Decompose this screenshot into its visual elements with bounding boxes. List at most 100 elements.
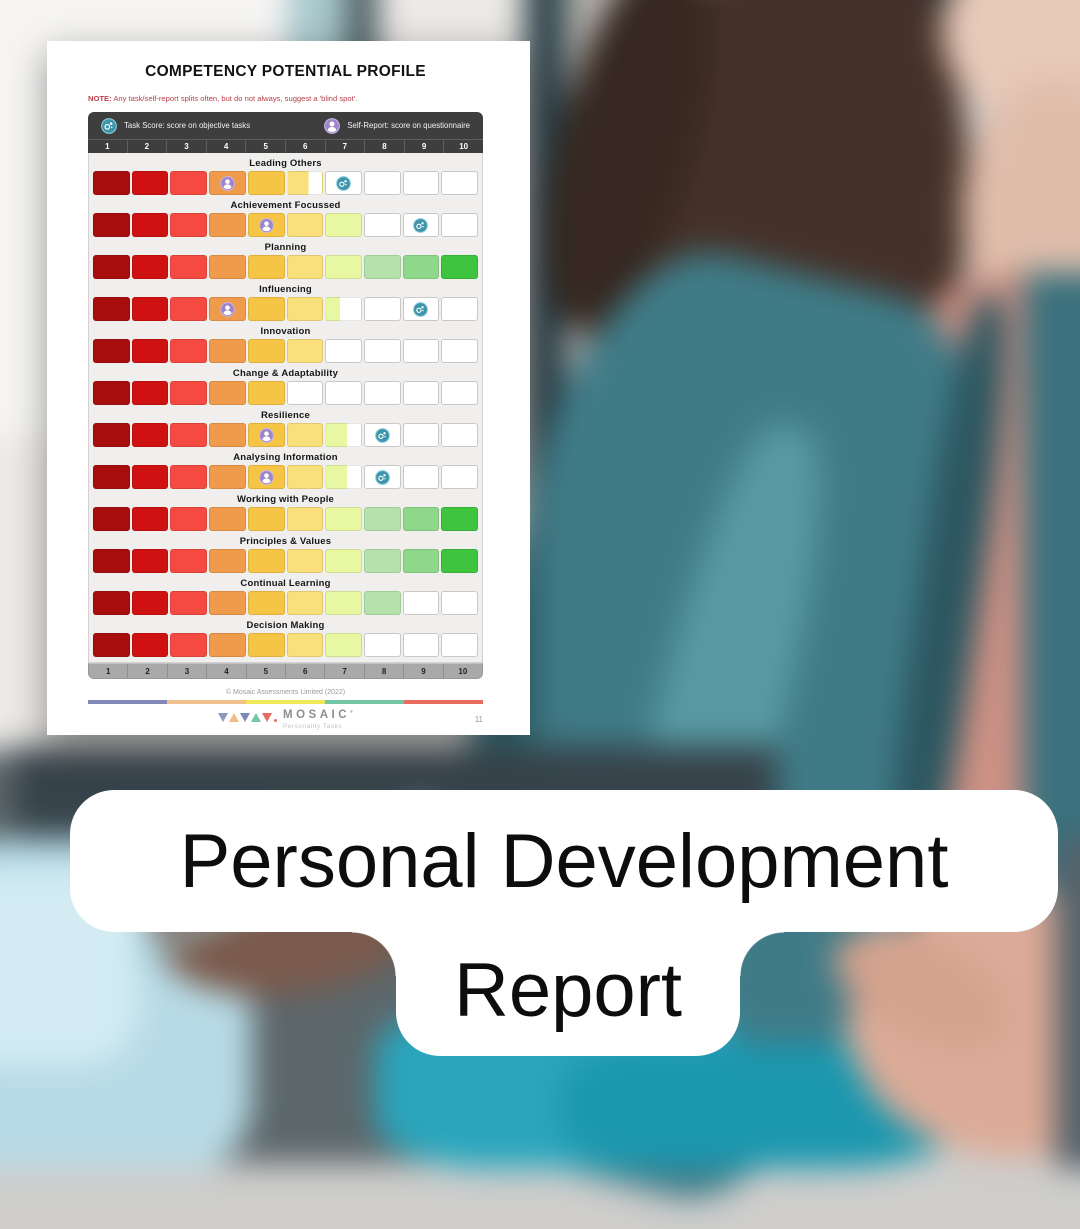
score-cell xyxy=(402,465,440,489)
scale-tick: 10 xyxy=(442,664,482,678)
banner-line1: Personal Development xyxy=(179,818,949,904)
score-cell xyxy=(247,591,285,615)
score-cell xyxy=(131,255,169,279)
score-cells xyxy=(92,338,479,365)
score-cell xyxy=(170,255,208,279)
score-cell xyxy=(247,297,285,321)
mosaic-logo-triangle xyxy=(262,713,273,722)
scale-tick: 9 xyxy=(403,664,442,678)
score-cell xyxy=(131,423,169,447)
score-cell xyxy=(170,549,208,573)
scale-tick: 9 xyxy=(403,140,444,153)
competency-label: Change & Adaptability xyxy=(232,368,339,379)
note-body: Any task/self-report splits often, but d… xyxy=(111,94,358,103)
score-cell xyxy=(441,339,479,363)
score-cell xyxy=(247,549,285,573)
score-cell xyxy=(209,507,246,531)
score-cell xyxy=(286,171,324,195)
scale-tick: 7 xyxy=(324,140,365,153)
copyright-text: © Mosaic Assessments Limited (2022) xyxy=(225,689,346,696)
self-report-icon xyxy=(220,301,235,317)
scale-tick: 3 xyxy=(166,664,206,678)
competency-label: Innovation xyxy=(260,326,311,337)
score-cell xyxy=(441,465,479,489)
score-cells xyxy=(92,212,479,239)
score-cell xyxy=(247,255,285,279)
score-cell xyxy=(93,633,130,657)
score-cell xyxy=(131,465,169,489)
score-cell xyxy=(441,549,479,573)
legend-task-label: Task Score: score on objective tasks xyxy=(124,121,251,130)
score-cell xyxy=(402,507,440,531)
score-cell xyxy=(325,423,362,447)
score-cell xyxy=(170,339,208,363)
score-cell xyxy=(441,423,479,447)
score-cell xyxy=(131,339,169,363)
score-cell xyxy=(325,255,362,279)
footer-bar-segment xyxy=(167,700,246,704)
competency-label: Leading Others xyxy=(249,158,322,169)
score-cell xyxy=(93,297,130,321)
score-cell xyxy=(363,591,401,615)
score-cell xyxy=(402,423,440,447)
banner-line2: Report xyxy=(453,948,683,1033)
score-cell xyxy=(247,381,285,405)
footer-bar-segment xyxy=(88,700,167,704)
score-cell xyxy=(170,297,208,321)
score-cell xyxy=(286,423,324,447)
score-cell xyxy=(363,633,401,657)
legend: Task Score: score on objective tasks Sel… xyxy=(88,112,483,153)
self-report-icon xyxy=(258,427,274,443)
score-cell xyxy=(402,381,440,405)
score-cell xyxy=(402,213,440,237)
score-cell xyxy=(209,297,246,321)
score-cells xyxy=(92,254,479,281)
score-cell xyxy=(93,381,130,405)
task-score-icon xyxy=(413,301,429,317)
mosaic-logo: MOSAIC® Personality Tasks xyxy=(88,709,483,730)
score-cell xyxy=(209,255,246,279)
score-cell xyxy=(286,549,324,573)
score-cells xyxy=(92,422,479,449)
score-cell xyxy=(363,423,401,447)
score-cell xyxy=(247,507,285,531)
score-cell xyxy=(441,213,479,237)
score-cell xyxy=(325,213,362,237)
score-cell xyxy=(402,297,440,321)
competency-row: Innovation xyxy=(92,323,479,365)
competency-row: Principles & Values xyxy=(92,533,479,575)
score-cell xyxy=(286,465,324,489)
scale-tick: 3 xyxy=(166,140,206,153)
score-cell xyxy=(131,507,169,531)
scale-tick: 8 xyxy=(363,664,403,678)
score-cell xyxy=(441,255,479,279)
scale-top: 1 2 3 4 5 6 7 8 9 10 xyxy=(88,139,483,153)
competency-label: Continual Learning xyxy=(240,578,331,589)
score-cell xyxy=(170,507,208,531)
score-cell xyxy=(286,507,324,531)
scale-tick: 1 xyxy=(105,142,110,151)
footer-logo-row: MOSAIC® Personality Tasks 11 xyxy=(88,709,483,736)
score-cells xyxy=(92,464,479,491)
score-cell xyxy=(441,591,479,615)
brand-name: MOSAIC® xyxy=(283,709,353,721)
competency-rows: Leading Others Achievement Focussed Planni… xyxy=(88,153,483,663)
score-cell xyxy=(325,633,362,657)
competency-label: Principles & Values xyxy=(239,536,332,547)
competency-row: Resilience xyxy=(92,407,479,449)
task-score-icon xyxy=(101,117,117,134)
score-cell xyxy=(363,465,401,489)
score-cell xyxy=(170,423,208,447)
score-cell xyxy=(247,171,285,195)
score-cell xyxy=(131,549,169,573)
brand-subtitle: Personality Tasks xyxy=(283,722,342,730)
score-cell xyxy=(209,633,246,657)
task-score-icon xyxy=(336,175,351,191)
score-cell xyxy=(441,633,479,657)
competency-label: Analysing Information xyxy=(233,452,338,463)
footer-bar-segment xyxy=(404,700,483,704)
score-cell xyxy=(247,465,285,489)
brand-box: MOSAIC® Personality Tasks xyxy=(283,709,353,730)
score-cells xyxy=(92,590,479,617)
page-title: COMPETENCY POTENTIAL PROFILE xyxy=(145,63,426,80)
